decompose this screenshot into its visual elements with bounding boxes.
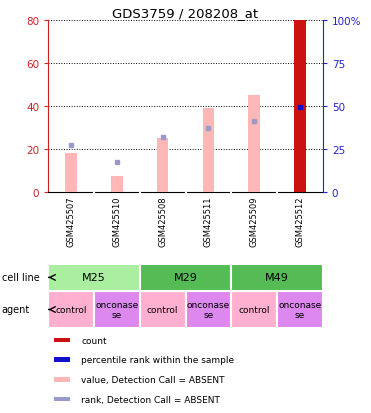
Text: cell line: cell line	[2, 273, 40, 283]
Text: count: count	[81, 336, 107, 345]
Text: GSM425508: GSM425508	[158, 196, 167, 246]
Bar	[277, 291, 323, 328]
Text: GSM425512: GSM425512	[295, 196, 304, 246]
Bar	[186, 291, 231, 328]
Text: GSM425510: GSM425510	[112, 196, 121, 246]
Bar	[231, 291, 277, 328]
Text: GSM425509: GSM425509	[250, 196, 259, 246]
Text: value, Detection Call = ABSENT: value, Detection Call = ABSENT	[81, 375, 225, 384]
Text: onconase
se: onconase se	[95, 300, 138, 319]
Text: control: control	[239, 305, 270, 314]
Bar	[54, 358, 70, 362]
Text: onconase
se: onconase se	[187, 300, 230, 319]
Bar	[140, 264, 231, 291]
Text: M49: M49	[265, 273, 289, 283]
Bar	[157, 138, 168, 192]
Bar	[111, 177, 122, 192]
Bar	[65, 154, 77, 192]
Bar	[54, 338, 70, 342]
Bar	[48, 291, 94, 328]
Bar	[231, 264, 323, 291]
Text: control: control	[55, 305, 87, 314]
Text: M25: M25	[82, 273, 106, 283]
Text: GSM425507: GSM425507	[67, 196, 76, 246]
Bar	[294, 21, 306, 192]
Bar	[54, 397, 70, 401]
Text: onconase
se: onconase se	[278, 300, 322, 319]
Text: control: control	[147, 305, 178, 314]
Bar	[54, 377, 70, 382]
Bar	[94, 291, 140, 328]
Bar	[249, 96, 260, 192]
Text: GSM425511: GSM425511	[204, 196, 213, 246]
Title: GDS3759 / 208208_at: GDS3759 / 208208_at	[112, 7, 259, 19]
Bar	[48, 264, 140, 291]
Text: M29: M29	[174, 273, 197, 283]
Text: agent: agent	[2, 305, 30, 315]
Bar	[140, 291, 186, 328]
Text: percentile rank within the sample: percentile rank within the sample	[81, 355, 234, 364]
Text: rank, Detection Call = ABSENT: rank, Detection Call = ABSENT	[81, 394, 220, 404]
Bar	[203, 109, 214, 192]
